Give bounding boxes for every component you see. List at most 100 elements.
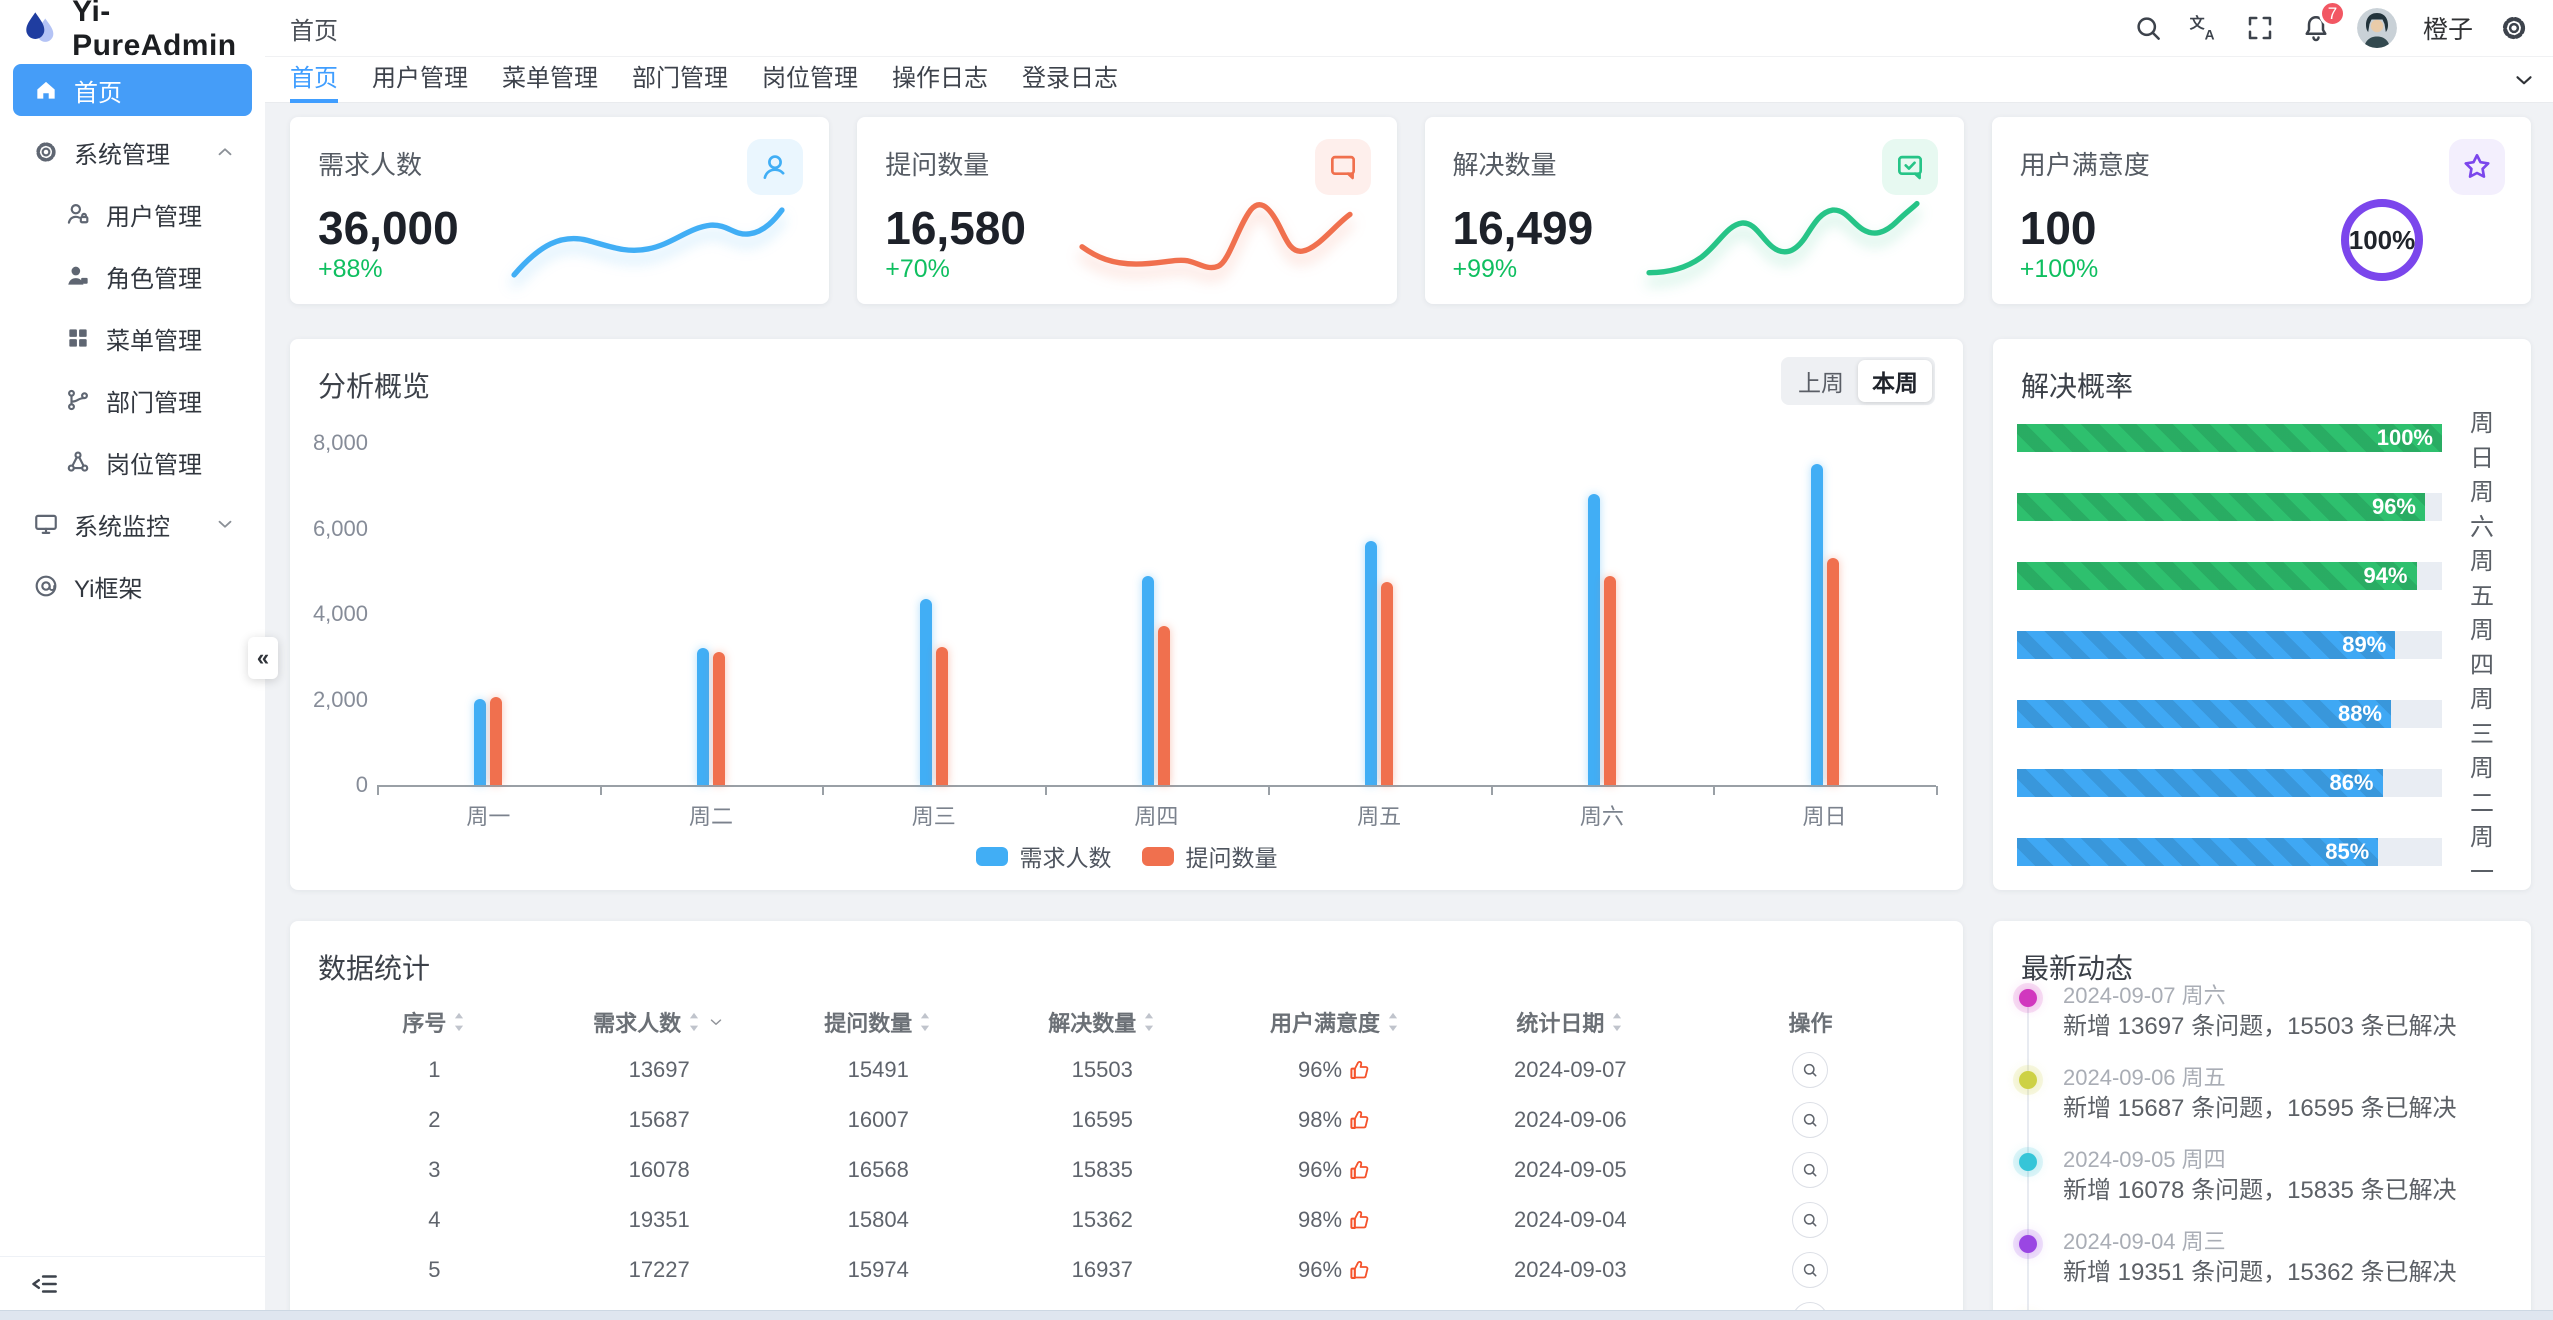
home-icon [33, 77, 59, 103]
column-header-解决数量[interactable]: 解决数量 [989, 1006, 1215, 1038]
avatar[interactable] [2356, 8, 2397, 48]
sidebar-item-Yi框架[interactable]: Yi框架 [13, 560, 252, 612]
table-cell: 15804 [847, 1207, 909, 1232]
sidebar-fold-toggle[interactable]: « [248, 637, 278, 679]
table-cell: 16007 [847, 1107, 909, 1132]
tab-登录日志[interactable]: 登录日志 [1022, 64, 1118, 92]
progress-day-label: 周一 [2470, 824, 2494, 886]
tabs-bar: 首页 用户管理 菜单管理 部门管理 岗位管理 操作日志 登录日志 [265, 57, 2553, 103]
range-button-本周[interactable]: 本周 [1858, 360, 1932, 402]
timeline-item: 2024-09-05 周四 新增 16078 条问题，15835 条已解决 [2019, 1145, 2513, 1207]
tabs-chevron-down-icon[interactable] [2511, 67, 2537, 93]
progress-value: 94% [2363, 563, 2408, 588]
fullscreen-icon[interactable] [2245, 13, 2275, 43]
column-header-用户满意度[interactable]: 用户满意度 [1215, 1006, 1454, 1038]
row-view-button[interactable] [1792, 1252, 1829, 1288]
table-row: 2 15687 16007 16595 98% 2024-09-06 [318, 1095, 1935, 1145]
table-cell: 16568 [847, 1157, 909, 1182]
table-cell: 98% [1215, 1107, 1454, 1133]
solve-row-周六: 96% 周六 [2017, 479, 2507, 541]
sidebar-item-系统监控[interactable]: 系统监控 [13, 498, 252, 550]
progress-track: 96% [2017, 493, 2442, 521]
range-button-上周[interactable]: 上周 [1798, 370, 1844, 396]
x-axis-tick [1490, 786, 1493, 795]
notification-bell-icon[interactable]: 7 [2301, 0, 2346, 43]
table-cell: 15687 [628, 1107, 690, 1132]
star-icon [2449, 139, 2505, 195]
row-view-button[interactable] [1792, 1152, 1829, 1188]
sidebar-item-菜单管理[interactable]: 菜单管理 [13, 312, 252, 364]
table-cell [1686, 1152, 1935, 1188]
column-header-label: 统计日期 [1516, 1011, 1605, 1036]
sidebar-item-岗位管理[interactable]: 岗位管理 [13, 436, 252, 488]
progress-day-label: 周日 [2470, 410, 2494, 472]
tab-部门管理[interactable]: 部门管理 [632, 64, 728, 92]
stat-card-title: 提问数量 [885, 150, 990, 180]
username[interactable]: 橙子 [2422, 16, 2473, 44]
settings-gear-icon[interactable] [2499, 13, 2529, 43]
timeline-item: 2024-09-04 周三 新增 19351 条问题，15362 条已解决 [2019, 1227, 2513, 1289]
filter-chevron-icon [707, 1013, 725, 1031]
table-cell: 15503 [1071, 1057, 1133, 1082]
tab-菜单管理[interactable]: 菜单管理 [502, 64, 598, 92]
timeline-dot [2019, 1153, 2037, 1171]
breadcrumb[interactable]: 首页 [290, 17, 338, 45]
column-header-提问数量[interactable]: 提问数量 [768, 1006, 990, 1038]
app-logo[interactable]: Yi-PureAdmin [0, 0, 265, 62]
data-statistics-title: 数据统计 [318, 953, 431, 984]
bar-提问数量-周五 [1381, 582, 1394, 785]
timeline-text: 新增 16078 条问题，15835 条已解决 [2063, 1177, 2457, 1204]
stat-card-title: 需求人数 [318, 150, 423, 180]
tab-用户管理[interactable]: 用户管理 [372, 64, 468, 92]
solve-row-周日: 100% 周日 [2017, 410, 2507, 472]
role-manage-icon [65, 263, 91, 289]
solve-probability-bars: 100% 周日 96% 周六 94% 周五 89% 周四 88% 周三 86% 周二 85% 周一 [2017, 410, 2507, 907]
horizontal-scrollbar[interactable] [0, 1310, 2553, 1320]
table-header-row: 序号 需求人数 提问数量 解决数量 用户满意度 统计日期 操作 [318, 999, 1935, 1045]
tab-首页[interactable]: 首页 [290, 57, 338, 103]
thumbs-up-icon [1348, 1208, 1372, 1232]
sidebar-menu: 首页系统管理用户管理角色管理菜单管理部门管理岗位管理系统监控 Yi框架 [0, 57, 265, 612]
column-header-统计日期[interactable]: 统计日期 [1455, 1006, 1686, 1038]
legend-item-提问数量[interactable]: 提问数量 [1141, 839, 1278, 873]
column-header-操作[interactable]: 操作 [1686, 1006, 1935, 1038]
tab-操作日志[interactable]: 操作日志 [892, 64, 988, 92]
table-cell [1686, 1202, 1935, 1238]
table-cell: 4 [428, 1207, 441, 1232]
row-view-button[interactable] [1792, 1102, 1829, 1138]
sidebar-item-系统管理[interactable]: 系统管理 [13, 126, 252, 178]
sidebar-item-角色管理[interactable]: 角色管理 [13, 250, 252, 302]
analysis-overview-card: 分析概览 上周 本周 0 2,000 4,000 6,000 8,000 周一 周二 周三 周四 周… [290, 339, 1963, 890]
stat-card-解决数量: 解决数量 16,499 +99% [1424, 117, 1964, 304]
svg-text:A: A [2205, 27, 2215, 42]
sidebar-item-label: Yi框架 [74, 575, 143, 603]
table-cell: 2 [428, 1107, 441, 1132]
column-header-序号[interactable]: 序号 [318, 1006, 551, 1038]
bar-提问数量-周三 [935, 647, 948, 785]
stat-card-title: 解决数量 [1452, 150, 1557, 180]
sidebar-item-部门管理[interactable]: 部门管理 [13, 374, 252, 426]
sidebar-collapse-button[interactable] [0, 1256, 265, 1310]
column-header-label: 用户满意度 [1270, 1011, 1381, 1036]
legend-label: 提问数量 [1185, 845, 1278, 871]
stat-card-title: 用户满意度 [2019, 150, 2150, 180]
data-statistics-card: 数据统计 序号 需求人数 提问数量 解决数量 用户满意度 统计日期 操作 1 13697 1549… [290, 921, 1963, 1320]
column-header-需求人数[interactable]: 需求人数 [551, 1006, 768, 1038]
sidebar-item-首页[interactable]: 首页 [13, 64, 252, 116]
satisfaction-value: 98% [1298, 1107, 1343, 1132]
x-axis-category: 周二 [689, 804, 734, 829]
row-view-button[interactable] [1792, 1202, 1829, 1238]
satisfaction-value: 96% [1298, 1157, 1343, 1182]
svg-text:文: 文 [2190, 14, 2206, 32]
legend-item-需求人数[interactable]: 需求人数 [975, 839, 1112, 873]
sidebar-item-用户管理[interactable]: 用户管理 [13, 188, 252, 240]
menu-manage-icon [65, 325, 91, 351]
tab-岗位管理[interactable]: 岗位管理 [762, 64, 858, 92]
row-view-button[interactable] [1792, 1052, 1829, 1088]
progress-day-label: 周六 [2470, 479, 2494, 541]
search-icon[interactable] [2133, 13, 2163, 43]
timeline-date: 2024-09-07 周六 [2063, 983, 2226, 1008]
timeline-dot [2019, 1071, 2037, 1089]
x-axis-tick [822, 786, 825, 795]
